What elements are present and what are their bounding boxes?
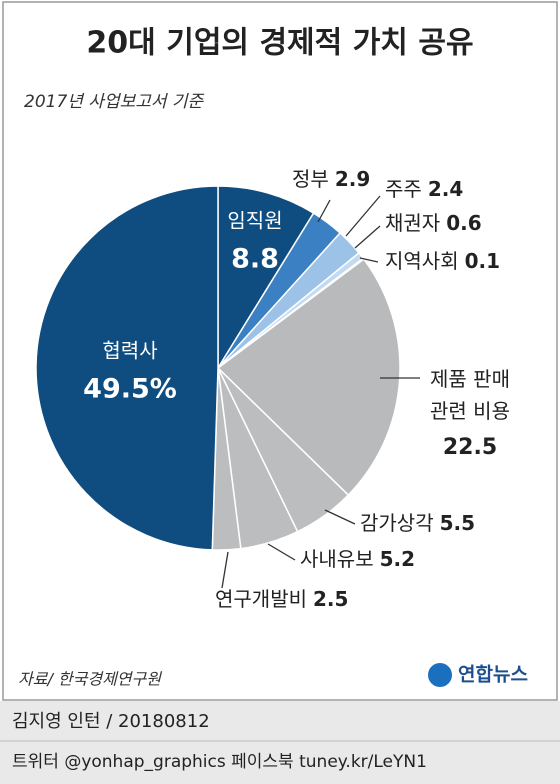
category-label: 임직원 <box>227 209 282 233</box>
leader-line <box>359 257 379 263</box>
value-label: 2.9 <box>335 167 370 191</box>
category-label: 주주 <box>385 177 422 201</box>
source: 자료/ 한국경제연구원 <box>18 670 162 689</box>
leader-line <box>345 195 381 237</box>
category-label: 채권자 <box>385 211 440 235</box>
category-label: 제품 판매 관련 비용 <box>430 367 510 423</box>
pie <box>35 185 401 551</box>
category-label: 사내유보 <box>300 547 374 571</box>
leader-line <box>221 551 229 589</box>
category-label: 감가상각 <box>360 511 434 535</box>
value-label: 2.4 <box>428 177 463 201</box>
leader-line <box>324 509 356 525</box>
subtitle: 2017년 사업보고서 기준 <box>24 92 205 112</box>
slice-label: 연구개발비 2.5 <box>215 587 348 611</box>
social: 트위터 @yonhap_graphics 페이스북 tuney.kr/LeYN1 <box>12 752 427 772</box>
byline: 김지영 인턴 / 20180812 <box>12 711 210 732</box>
slice-label: 주주 2.4 <box>385 177 463 201</box>
slice-label: 사내유보 5.2 <box>300 547 415 571</box>
slice-label: 정부 2.9 <box>292 167 370 191</box>
value-label: 0.1 <box>465 249 500 273</box>
chart-title: 20대 기업의 경제적 가치 공유 <box>86 26 473 61</box>
value-label: 5.5 <box>440 511 475 535</box>
slice-label: 채권자 0.6 <box>385 211 482 235</box>
category-label: 정부 <box>292 167 329 191</box>
slice-label: 감가상각 5.5 <box>360 511 475 535</box>
footer-bg <box>0 701 560 784</box>
category-label: 연구개발비 <box>215 587 307 611</box>
value-label: 49.5% <box>83 374 177 405</box>
slice-label: 지역사회 0.1 <box>385 249 500 273</box>
value-label: 22.5 <box>443 435 497 460</box>
value-label: 5.2 <box>380 547 415 571</box>
value-label: 2.5 <box>313 587 348 611</box>
category-label: 협력사 <box>102 339 157 363</box>
leader-line <box>354 225 381 249</box>
labels: 임직원 8.8 정부 2.9 주주 2.4 채권자 0.6 지역사회 0.1 제품 판매 관련 비용 2… <box>83 167 510 611</box>
category-label: 지역사회 <box>385 249 459 273</box>
pie-slice <box>217 185 315 371</box>
value-label: 8.8 <box>231 244 279 275</box>
pie-slice <box>216 258 401 497</box>
pie-slice <box>35 185 219 551</box>
logo: 연합뉴스 <box>458 664 528 686</box>
logo-icon <box>428 663 452 687</box>
leader-line <box>317 199 331 223</box>
leader-line <box>267 543 296 561</box>
value-label: 0.6 <box>446 211 481 235</box>
